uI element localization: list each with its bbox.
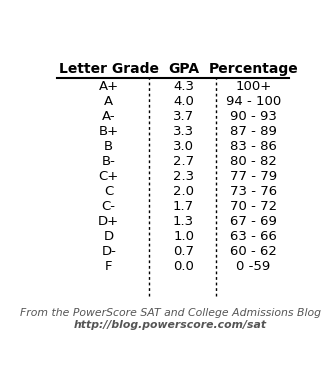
Text: C: C (104, 185, 113, 198)
Text: 1.0: 1.0 (173, 230, 194, 243)
Text: B+: B+ (99, 125, 119, 138)
Text: A+: A+ (99, 81, 119, 94)
Text: D+: D+ (98, 215, 119, 228)
Text: From the PowerScore SAT and College Admissions Blog: From the PowerScore SAT and College Admi… (20, 308, 321, 318)
Text: http://blog.powerscore.com/sat: http://blog.powerscore.com/sat (74, 320, 267, 330)
Text: 100+: 100+ (235, 81, 271, 94)
Text: 4.3: 4.3 (173, 81, 194, 94)
Text: 3.7: 3.7 (173, 110, 194, 123)
Text: B: B (104, 140, 113, 153)
Text: 4.0: 4.0 (173, 95, 194, 109)
Text: 70 - 72: 70 - 72 (230, 200, 277, 213)
Text: 67 - 69: 67 - 69 (230, 215, 277, 228)
Text: D-: D- (101, 245, 116, 258)
Text: 90 - 93: 90 - 93 (230, 110, 277, 123)
Text: C-: C- (102, 200, 116, 213)
Text: Percentage: Percentage (208, 62, 298, 76)
Text: 77 - 79: 77 - 79 (230, 170, 277, 183)
Text: B-: B- (102, 155, 116, 168)
Text: 1.3: 1.3 (173, 215, 194, 228)
Text: 60 - 62: 60 - 62 (230, 245, 277, 258)
Text: 63 - 66: 63 - 66 (230, 230, 277, 243)
Text: C+: C+ (99, 170, 119, 183)
Text: 83 - 86: 83 - 86 (230, 140, 277, 153)
Text: A: A (104, 95, 113, 109)
Text: GPA: GPA (168, 62, 199, 76)
Text: 2.7: 2.7 (173, 155, 194, 168)
Text: 73 - 76: 73 - 76 (230, 185, 277, 198)
Text: 80 - 82: 80 - 82 (230, 155, 277, 168)
Text: 2.3: 2.3 (173, 170, 194, 183)
Text: 1.7: 1.7 (173, 200, 194, 213)
Text: F: F (105, 260, 113, 273)
Text: Letter Grade: Letter Grade (59, 62, 159, 76)
Text: 2.0: 2.0 (173, 185, 194, 198)
Text: 87 - 89: 87 - 89 (230, 125, 277, 138)
Text: D: D (104, 230, 114, 243)
Text: 94 - 100: 94 - 100 (226, 95, 281, 109)
Text: 3.0: 3.0 (173, 140, 194, 153)
Text: 0.7: 0.7 (173, 245, 194, 258)
Text: 0 -59: 0 -59 (236, 260, 270, 273)
Text: A-: A- (102, 110, 116, 123)
Text: 0.0: 0.0 (173, 260, 194, 273)
Text: 3.3: 3.3 (173, 125, 194, 138)
